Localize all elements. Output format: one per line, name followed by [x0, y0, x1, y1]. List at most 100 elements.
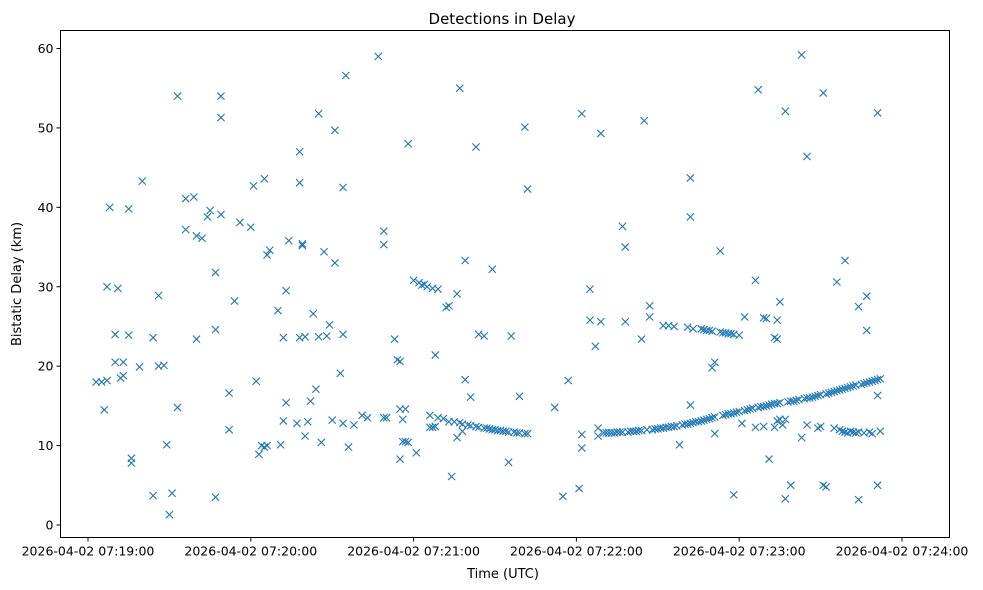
data-point-marker: [265, 246, 274, 255]
data-point-marker: [203, 212, 212, 221]
data-point-marker: [710, 358, 719, 367]
data-point-marker: [708, 413, 717, 422]
data-point-marker: [846, 427, 855, 436]
data-point-marker: [615, 428, 624, 437]
chart-title: Detections in Delay: [429, 10, 576, 28]
data-point-marker: [463, 420, 472, 429]
data-point-marker: [849, 382, 858, 391]
data-point-marker: [124, 204, 133, 213]
data-point-marker: [330, 258, 339, 267]
data-point-marker: [111, 358, 120, 367]
y-tick-label: 10: [38, 438, 54, 453]
data-point-marker: [759, 402, 768, 411]
data-point-marker: [298, 239, 307, 248]
data-point-marker: [686, 212, 695, 221]
data-point-marker: [577, 109, 586, 118]
data-point-marker: [575, 484, 584, 493]
data-point-marker: [596, 129, 605, 138]
data-point-marker: [759, 422, 768, 431]
data-point-marker: [645, 301, 654, 310]
data-point-marker: [309, 309, 318, 318]
data-point-marker: [225, 425, 234, 434]
data-point-marker: [507, 331, 516, 340]
data-point-marker: [216, 113, 225, 122]
data-point-marker: [320, 247, 329, 256]
data-point-marker: [873, 375, 882, 384]
data-point-marker: [743, 405, 752, 414]
data-point-marker: [683, 323, 692, 332]
data-point-marker: [396, 455, 405, 464]
data-point-marker: [737, 419, 746, 428]
data-point-marker: [773, 316, 782, 325]
data-point-marker: [873, 481, 882, 490]
data-point-marker: [295, 178, 304, 187]
data-point-marker: [577, 430, 586, 439]
data-point-marker: [363, 413, 372, 422]
data-point-marker: [851, 428, 860, 437]
data-point-marker: [330, 126, 339, 135]
data-point-marker: [686, 173, 695, 182]
x-tick-label: 2026-04-02 07:21:00: [347, 544, 480, 559]
data-point-marker: [206, 206, 215, 215]
data-point-marker: [770, 423, 779, 432]
data-point-marker: [301, 332, 310, 341]
data-point-marker: [873, 108, 882, 117]
data-point-marker: [311, 385, 320, 394]
data-point-marker: [480, 331, 489, 340]
data-point-marker: [344, 443, 353, 452]
data-point-marker: [854, 302, 863, 311]
data-point-marker: [322, 331, 331, 340]
y-axis-label: Bistatic Delay (km): [10, 222, 25, 346]
data-point-marker: [501, 427, 510, 436]
x-axis: 2026-04-02 07:19:00 2026-04-02 07:20:00 20…: [22, 537, 968, 559]
data-point-marker: [873, 391, 882, 400]
data-point-marker: [746, 405, 755, 414]
data-point-marker: [865, 378, 874, 387]
data-point-marker: [192, 231, 201, 240]
data-point-marker: [461, 375, 470, 384]
data-point-marker: [705, 326, 714, 335]
data-point-marker: [159, 361, 168, 370]
data-point-marker: [870, 376, 879, 385]
data-point-marker: [341, 71, 350, 80]
data-point-marker: [439, 414, 448, 423]
data-point-marker: [754, 85, 763, 94]
data-point-marker: [254, 450, 263, 459]
data-point-marker: [523, 429, 532, 438]
data-point-marker: [716, 247, 725, 256]
data-point-marker: [827, 388, 836, 397]
x-tick-label: 2026-04-02 07:22:00: [510, 544, 643, 559]
data-point-marker: [786, 481, 795, 490]
data-point-marker: [732, 408, 741, 417]
data-point-marker: [762, 401, 771, 410]
data-point-marker: [520, 429, 529, 438]
data-point-marker: [165, 510, 174, 519]
data-point-marker: [279, 333, 288, 342]
data-point-marker: [273, 306, 282, 315]
data-point-marker: [686, 419, 695, 428]
data-point-marker: [792, 396, 801, 405]
data-point-marker: [154, 291, 163, 300]
data-point-marker: [135, 362, 144, 371]
data-point-marker: [339, 419, 348, 428]
data-point-marker: [298, 241, 307, 250]
data-point-marker: [379, 240, 388, 249]
data-point-marker: [862, 326, 871, 335]
data-point-marker: [138, 177, 147, 186]
data-point-marker: [444, 301, 453, 310]
data-point-marker: [862, 292, 871, 301]
data-point-marker: [246, 223, 255, 232]
data-point-marker: [838, 427, 847, 436]
data-point-marker: [729, 409, 738, 418]
data-point-marker: [181, 194, 190, 203]
data-point-marker: [789, 397, 798, 406]
data-point-marker: [181, 225, 190, 234]
data-point-marker: [282, 286, 291, 295]
data-point-marker: [805, 393, 814, 402]
data-point-marker: [412, 448, 421, 457]
data-point-marker: [857, 380, 866, 389]
data-point-marker: [472, 142, 480, 151]
data-point-marker: [781, 415, 790, 424]
data-point-marker: [431, 351, 440, 360]
data-point-marker: [686, 401, 695, 410]
